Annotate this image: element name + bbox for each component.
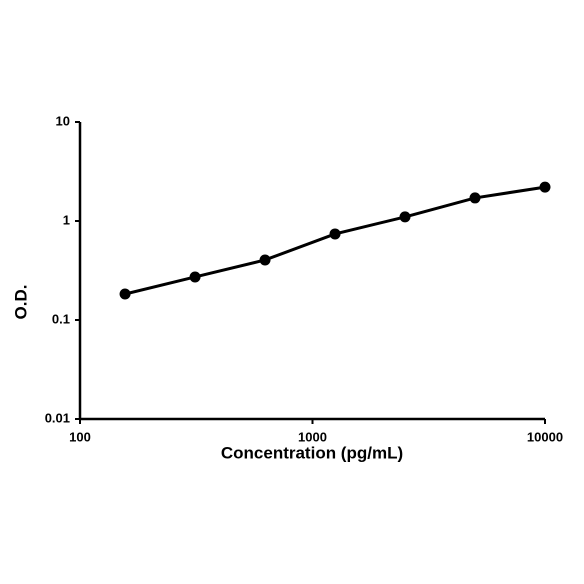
point (259, 254, 271, 266)
point (329, 228, 341, 240)
point (539, 181, 551, 193)
line (124, 185, 546, 296)
y-axis-title: O.D. (11, 285, 30, 320)
y-tick-label: 0.01 (45, 410, 70, 425)
point (119, 288, 131, 300)
point (189, 271, 201, 283)
point (399, 211, 411, 223)
x-tick-label: 1000 (298, 429, 327, 444)
point (469, 192, 481, 204)
x-axis-title: Concentration (pg/mL) (221, 443, 403, 462)
y-tick-label: 0.1 (52, 311, 70, 326)
y-tick-label: 1 (63, 212, 70, 227)
x-tick-label: 100 (69, 429, 91, 444)
x-tick-label: 10000 (527, 429, 563, 444)
y-tick-label: 10 (56, 113, 70, 128)
